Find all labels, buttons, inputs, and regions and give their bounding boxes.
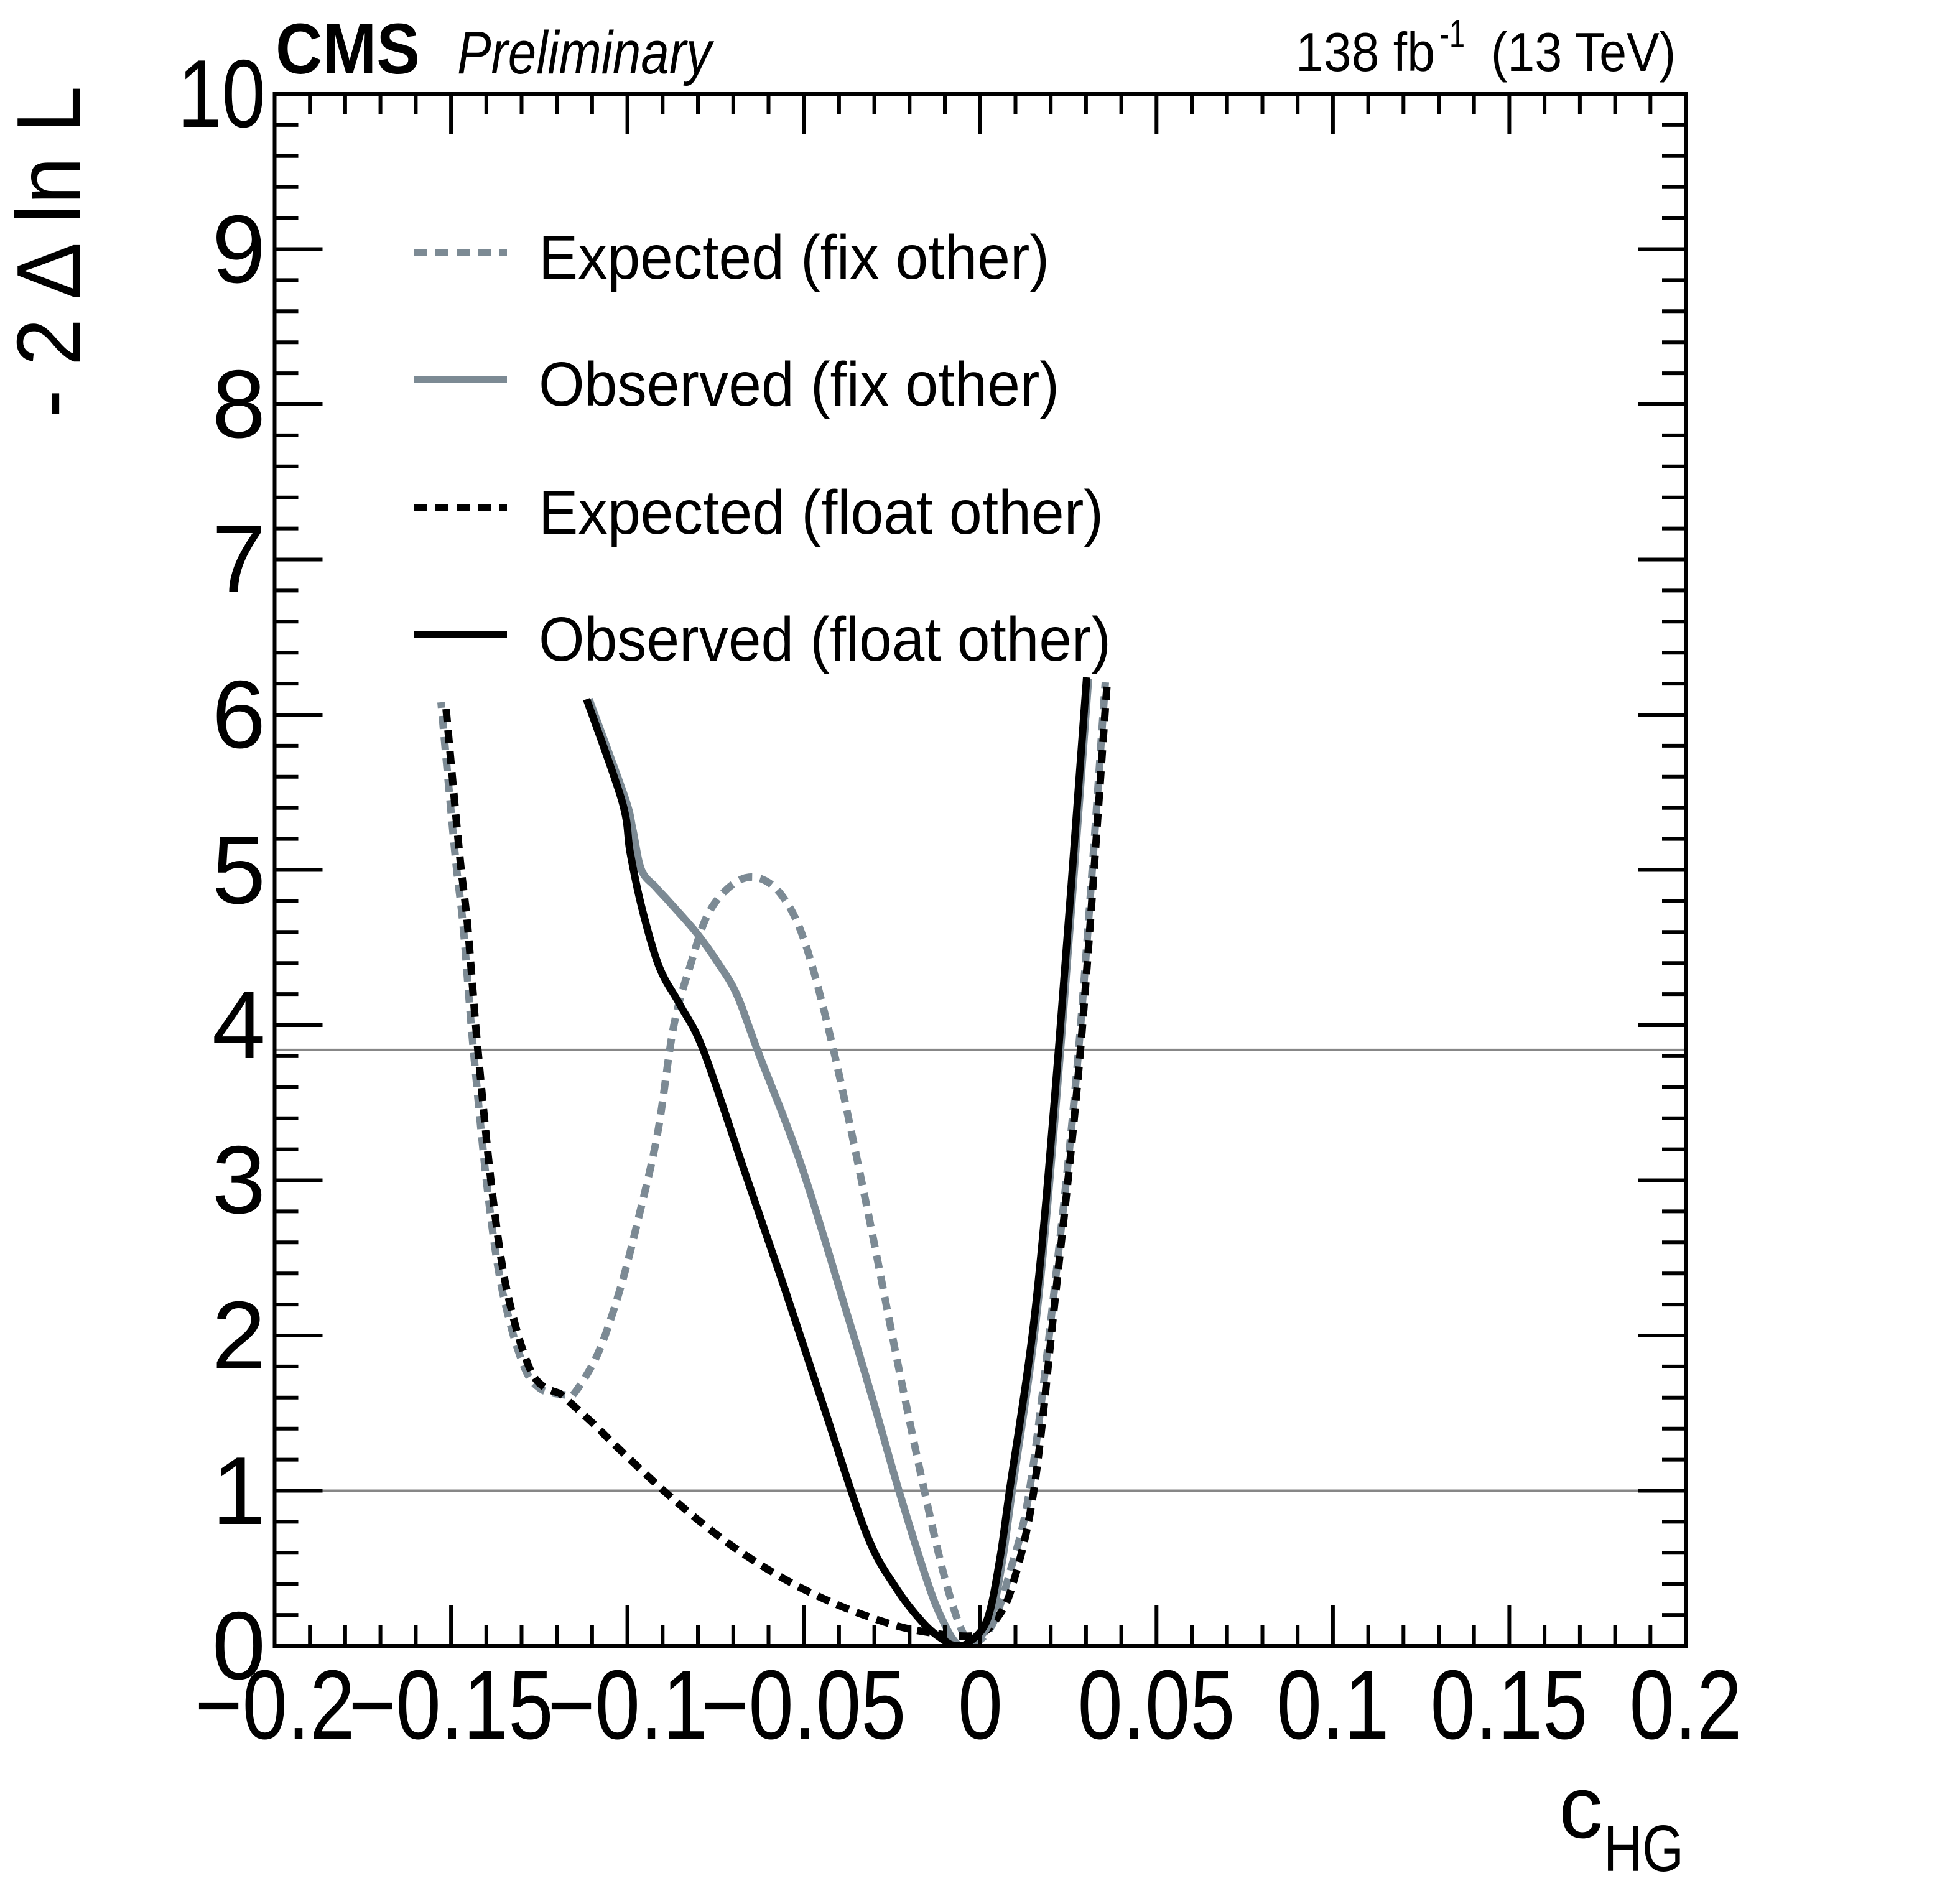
svg-text:- 2 Δ ln L: - 2 Δ ln L [0,86,99,418]
svg-text:CMS: CMS [276,9,420,89]
svg-text:0.2: 0.2 [1630,1650,1742,1760]
svg-text:Observed (fix other): Observed (fix other) [539,350,1059,419]
svg-text:7: 7 [212,505,266,613]
svg-text:−0.15: −0.15 [349,1650,554,1760]
svg-text:0.1: 0.1 [1277,1650,1390,1760]
svg-text:−0.2: −0.2 [195,1650,355,1760]
svg-text:4: 4 [212,971,266,1079]
svg-text:2: 2 [212,1281,266,1389]
svg-text:138 fb: 138 fb [1296,21,1435,83]
svg-text:HG: HG [1604,1812,1684,1885]
svg-text:−0.1: −0.1 [548,1650,708,1760]
svg-text:9: 9 [212,195,266,303]
svg-text:-1: -1 [1440,11,1465,56]
svg-text:6: 6 [212,661,266,768]
svg-text:0.15: 0.15 [1431,1650,1588,1760]
svg-text:0: 0 [958,1650,1003,1760]
svg-text:0.05: 0.05 [1078,1650,1235,1760]
svg-text:Expected (float other): Expected (float other) [539,478,1103,547]
svg-text:5: 5 [212,816,266,924]
svg-text:3: 3 [212,1126,266,1234]
svg-text:8: 8 [212,350,266,458]
svg-text:0: 0 [212,1592,266,1699]
svg-text:10: 10 [178,40,266,147]
svg-text:−0.05: −0.05 [702,1650,906,1760]
svg-text:Observed (float other): Observed (float other) [539,605,1111,674]
svg-text:c: c [1559,1758,1603,1857]
svg-text:Preliminary: Preliminary [457,19,715,86]
svg-text:(13 TeV): (13 TeV) [1491,21,1676,83]
svg-text:1: 1 [212,1437,266,1545]
svg-text:Expected (fix other): Expected (fix other) [539,223,1049,292]
